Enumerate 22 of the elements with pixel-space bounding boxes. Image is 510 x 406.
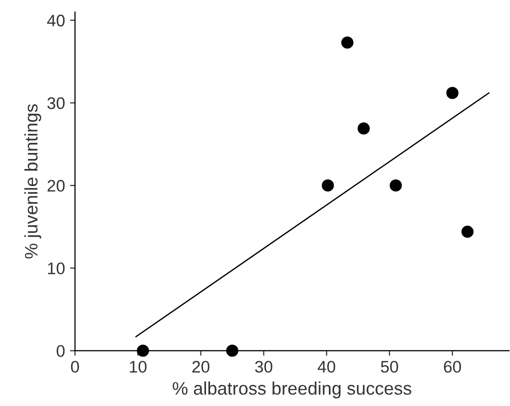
point xyxy=(390,179,402,192)
point xyxy=(136,344,150,357)
x-tick-label: 40 xyxy=(318,360,336,373)
x-tick-label: 0 xyxy=(71,360,79,373)
y-tick-label: 0 xyxy=(56,345,65,357)
point xyxy=(226,344,238,357)
point xyxy=(341,36,354,49)
y-tick-label: 20 xyxy=(48,180,65,192)
x-tick-label: 30 xyxy=(255,360,272,373)
point xyxy=(322,179,334,192)
point xyxy=(358,122,370,135)
point xyxy=(461,226,474,238)
x-tick-label: 50 xyxy=(380,360,398,373)
y-tick-label: 10 xyxy=(48,262,65,274)
y-tick-label: 30 xyxy=(47,97,65,110)
x-axis-title: % albatross breeding success xyxy=(172,382,412,398)
x-tick-label: 60 xyxy=(444,360,462,373)
x-tick-label: 20 xyxy=(192,360,210,373)
y-axis-title: % juvenile buntings xyxy=(24,104,42,258)
x-tick-label: 10 xyxy=(130,360,147,373)
y-tick-label: 40 xyxy=(47,14,65,26)
point xyxy=(446,86,458,100)
